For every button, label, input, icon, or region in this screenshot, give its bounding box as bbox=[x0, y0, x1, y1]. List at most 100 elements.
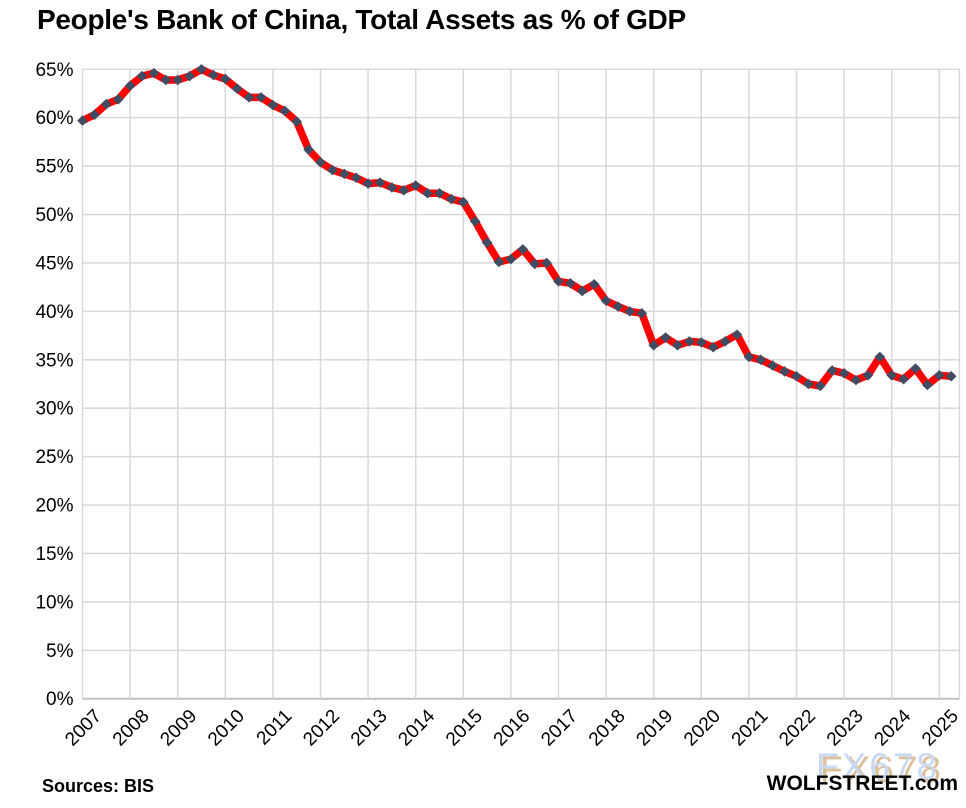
data-point-marker bbox=[267, 99, 279, 111]
data-point-marker bbox=[148, 67, 160, 79]
x-tick-label: 2014 bbox=[394, 705, 439, 750]
data-point-marker bbox=[124, 80, 136, 92]
data-point-marker bbox=[826, 365, 838, 376]
sources-label: Sources: BIS bbox=[42, 776, 155, 796]
x-tick-label: 2009 bbox=[156, 706, 201, 751]
x-tick-label: 2018 bbox=[585, 706, 630, 751]
data-point-marker bbox=[731, 329, 743, 340]
data-point-marker bbox=[719, 336, 731, 347]
data-point-marker bbox=[160, 74, 172, 86]
y-tick-label: 35% bbox=[35, 350, 73, 371]
data-point-marker bbox=[220, 73, 231, 85]
y-tick-label: 45% bbox=[35, 253, 73, 274]
data-point-marker bbox=[945, 370, 957, 382]
data-point-marker bbox=[101, 98, 112, 110]
data-point-marker bbox=[588, 278, 600, 290]
data-point-marker bbox=[136, 70, 148, 82]
data-point-marker bbox=[874, 351, 886, 363]
data-point-marker bbox=[184, 70, 195, 82]
y-tick-label: 20% bbox=[35, 496, 73, 517]
data-point-marker bbox=[196, 64, 207, 75]
data-point-marker bbox=[791, 370, 802, 382]
data-point-marker bbox=[434, 187, 445, 199]
data-point-marker bbox=[231, 83, 243, 94]
fx678-watermark: FX678 bbox=[815, 746, 940, 787]
data-point-marker bbox=[696, 337, 707, 348]
data-point-marker bbox=[684, 336, 695, 347]
y-tick-label: 5% bbox=[46, 641, 74, 662]
data-point-marker bbox=[922, 379, 933, 391]
data-point-marker bbox=[541, 257, 552, 269]
data-point-marker bbox=[303, 144, 314, 155]
data-point-marker bbox=[636, 308, 648, 319]
data-point-marker bbox=[743, 351, 755, 363]
y-tick-label: 0% bbox=[46, 689, 74, 710]
data-point-marker bbox=[422, 187, 433, 199]
data-point-marker bbox=[779, 366, 790, 377]
data-point-marker bbox=[291, 116, 302, 127]
x-tick-label: 2023 bbox=[823, 706, 868, 751]
data-point-marker bbox=[279, 105, 291, 117]
data-point-marker bbox=[755, 354, 767, 366]
data-point-marker bbox=[362, 178, 374, 189]
data-point-marker bbox=[517, 244, 529, 255]
data-point-marker bbox=[77, 115, 88, 126]
data-point-marker bbox=[493, 256, 505, 268]
data-point-marker bbox=[624, 306, 636, 317]
data-point-marker bbox=[208, 69, 219, 81]
data-point-marker bbox=[339, 168, 350, 180]
data-point-marker bbox=[469, 216, 481, 227]
data-point-marker bbox=[374, 177, 386, 188]
y-tick-label: 55% bbox=[35, 157, 73, 178]
data-point-marker bbox=[767, 360, 778, 371]
data-point-marker bbox=[850, 374, 862, 386]
data-point-marker bbox=[446, 193, 457, 205]
data-point-marker bbox=[886, 369, 897, 381]
x-tick-label: 2017 bbox=[537, 706, 582, 751]
data-point-marker bbox=[398, 185, 410, 196]
data-point-marker bbox=[934, 369, 945, 381]
data-point-marker bbox=[386, 182, 398, 193]
x-tick-label: 2007 bbox=[61, 706, 106, 751]
y-tick-label: 30% bbox=[35, 399, 73, 420]
data-point-marker bbox=[327, 164, 338, 176]
data-point-marker bbox=[910, 363, 921, 374]
data-point-marker bbox=[600, 295, 612, 307]
data-point-marker bbox=[350, 172, 362, 184]
x-tick-label: 2020 bbox=[680, 706, 725, 751]
x-tick-label: 2013 bbox=[347, 706, 392, 751]
data-point-marker bbox=[553, 276, 564, 287]
x-tick-label: 2025 bbox=[918, 706, 963, 751]
data-point-marker bbox=[172, 74, 183, 86]
data-line bbox=[78, 65, 955, 390]
y-tick-label: 25% bbox=[35, 447, 73, 468]
y-tick-label: 65% bbox=[35, 60, 73, 81]
data-point-marker bbox=[565, 277, 576, 289]
x-tick-label: 2019 bbox=[632, 706, 677, 751]
y-tick-label: 10% bbox=[35, 592, 73, 613]
x-tick-label: 2021 bbox=[728, 706, 773, 751]
y-tick-label: 50% bbox=[35, 205, 73, 226]
data-point-marker bbox=[648, 339, 659, 351]
data-point-marker bbox=[707, 341, 719, 353]
wolfstreet-label: WOLFSTREET.com bbox=[766, 772, 958, 795]
data-point-marker bbox=[862, 369, 874, 381]
data-point-marker bbox=[410, 180, 421, 191]
data-point-marker bbox=[672, 339, 683, 351]
y-tick-label: 60% bbox=[35, 108, 73, 129]
y-tick-label: 15% bbox=[35, 544, 73, 565]
data-point-marker bbox=[577, 285, 588, 297]
data-point-marker bbox=[660, 332, 671, 343]
x-tick-label: 2008 bbox=[109, 706, 154, 751]
x-tick-label: 2015 bbox=[442, 706, 487, 751]
data-point-marker bbox=[315, 156, 326, 168]
data-point-marker bbox=[481, 237, 493, 248]
y-tick-label: 40% bbox=[35, 302, 73, 323]
data-point-marker bbox=[243, 92, 255, 103]
data-point-marker bbox=[898, 373, 909, 385]
data-point-marker bbox=[255, 92, 267, 103]
data-point-marker bbox=[505, 253, 517, 265]
x-tick-label: 2012 bbox=[299, 706, 344, 751]
data-point-marker bbox=[458, 196, 469, 208]
